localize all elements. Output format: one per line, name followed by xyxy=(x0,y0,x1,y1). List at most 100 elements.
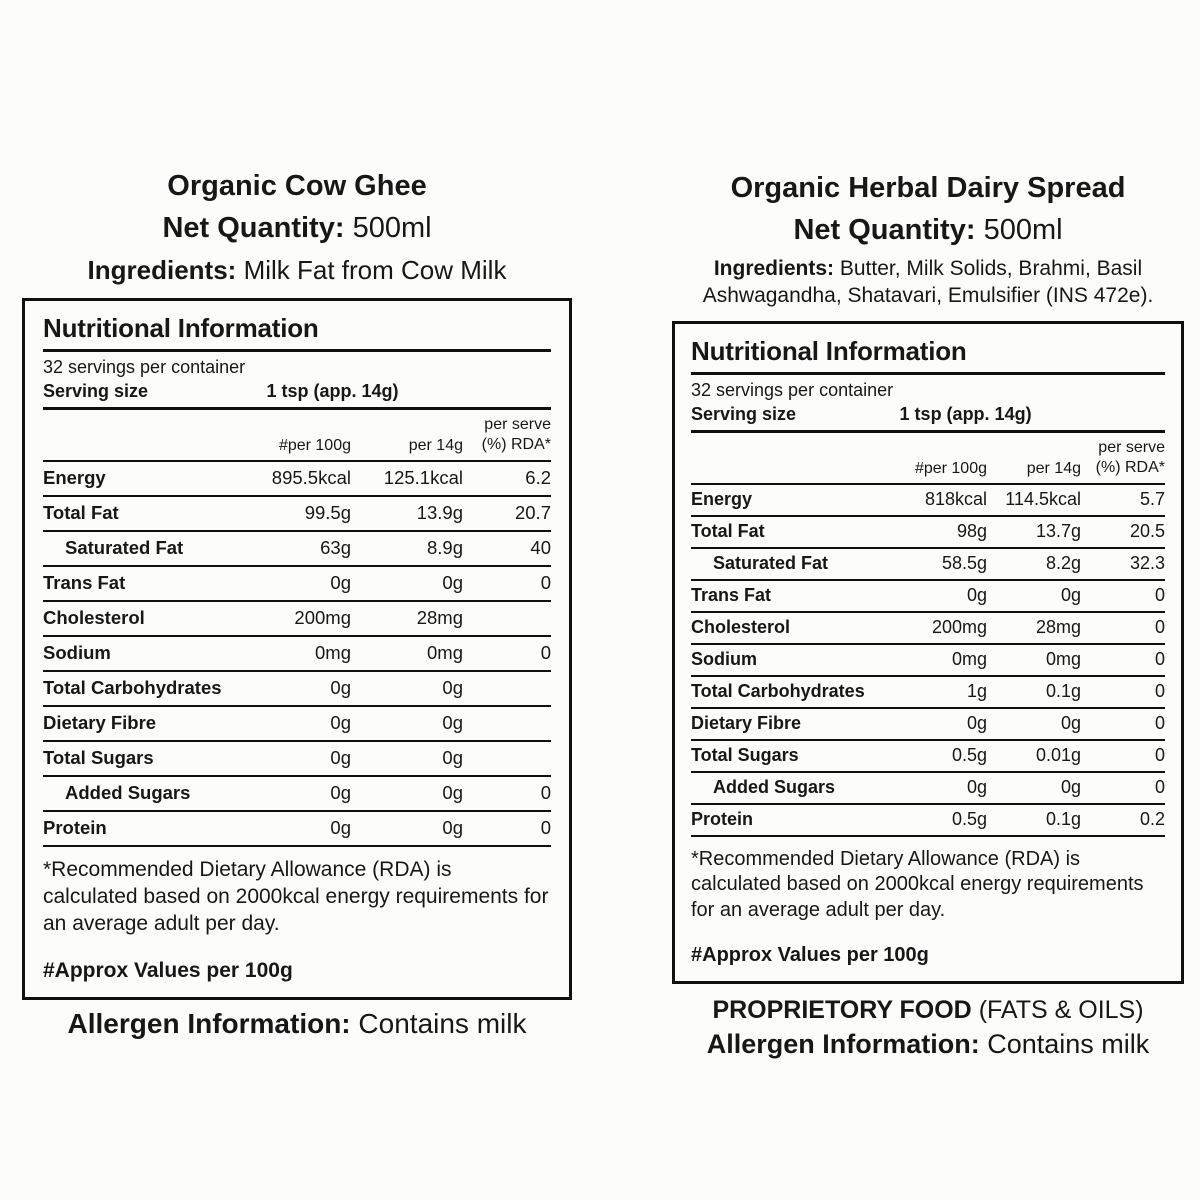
value-per-100g: 0g xyxy=(330,817,351,839)
value-per-100g: 200mg xyxy=(931,616,987,637)
nutrition-row: Total Carbohydrates 0g 0g xyxy=(43,672,551,708)
nutrient-name: Total Fat xyxy=(43,502,119,524)
nutrition-rows: Energy 818kcal 114.5kcal 5.7 Total Fat 98g 13.… xyxy=(691,485,1165,837)
net-quantity-label: Net Quantity: xyxy=(162,212,345,244)
value-per-14g: 0g xyxy=(442,782,463,804)
value-per-100g: 58.5g xyxy=(941,552,987,573)
value-per-serve-rda: 0 xyxy=(1154,680,1165,701)
nutrition-title: Nutritional Information xyxy=(691,336,1165,375)
nutrient-name: Sodium xyxy=(43,642,111,664)
column-header-row: #per 100g per 14g per serve (%) RDA* xyxy=(691,433,1165,485)
nutrition-row: Total Carbohydrates 1g 0.1g 0 xyxy=(691,677,1165,709)
nutrition-row: Sodium 0mg 0mg 0 xyxy=(43,637,551,673)
value-per-14g: 0g xyxy=(442,677,463,699)
nutrient-name: Cholesterol xyxy=(43,607,145,629)
value-per-serve-rda: 0 xyxy=(1154,616,1165,637)
nutrient-name: Protein xyxy=(691,808,754,829)
nutrient-name: Trans Fat xyxy=(691,584,772,605)
nutrition-row: Energy 818kcal 114.5kcal 5.7 xyxy=(691,485,1165,517)
proprietory-food-label: PROPRIETORY FOOD xyxy=(712,995,972,1024)
value-per-14g: 0.01g xyxy=(1035,744,1081,765)
value-per-14g: 125.1kcal xyxy=(383,467,463,489)
ingredients-value: Milk Fat from Cow Milk xyxy=(243,255,507,285)
net-quantity-line: Net Quantity: 500ml xyxy=(22,212,572,245)
ingredients-value-line1: Butter, Milk Solids, Brahmi, Basil xyxy=(839,257,1143,280)
value-per-serve-rda: 0 xyxy=(1154,744,1165,765)
value-per-14g: 8.9g xyxy=(426,537,463,559)
nutrition-row: Total Sugars 0.5g 0.01g 0 xyxy=(691,741,1165,773)
allergen-value: Contains milk xyxy=(987,1028,1150,1059)
nutrition-row: Added Sugars 0g 0g 0 xyxy=(43,777,551,813)
nutrition-facts-box: Nutritional Information 32 servings per … xyxy=(22,298,572,1000)
nutrient-name: Energy xyxy=(43,467,106,489)
nutrient-name: Saturated Fat xyxy=(713,552,829,573)
value-per-100g: 0g xyxy=(966,712,987,733)
allergen-value: Contains milk xyxy=(358,1007,527,1039)
value-per-100g: 0g xyxy=(966,776,987,797)
net-quantity-value: 500ml xyxy=(352,212,432,244)
net-quantity-label: Net Quantity: xyxy=(793,214,976,246)
value-per-serve-rda: 0 xyxy=(1154,776,1165,797)
ingredients-line: Ingredients: Butter, Milk Solids, Brahmi… xyxy=(672,256,1184,310)
column-header-per-100g: #per 100g xyxy=(914,459,987,477)
nutrient-name: Dietary Fibre xyxy=(691,712,802,733)
nutrition-facts-box: Nutritional Information 32 servings per … xyxy=(672,320,1184,984)
nutrient-name: Cholesterol xyxy=(691,616,791,637)
product-title: Organic Herbal Dairy Spread xyxy=(730,172,1126,204)
value-per-14g: 0g xyxy=(442,817,463,839)
value-per-100g: 200mg xyxy=(294,607,351,629)
nutrition-row: Added Sugars 0g 0g 0 xyxy=(691,773,1165,805)
ingredients-label: Ingredients: xyxy=(713,257,835,280)
rda-footnote: *Recommended Dietary Allowance (RDA) is … xyxy=(691,847,1144,921)
ingredients-line: Ingredients: Milk Fat from Cow Milk xyxy=(22,254,572,287)
value-per-serve-rda: 0 xyxy=(540,642,551,664)
value-per-serve-rda: 0 xyxy=(540,782,551,804)
nutrient-name: Added Sugars xyxy=(65,782,191,804)
value-per-serve-rda: 32.3 xyxy=(1129,552,1165,573)
left-product-panel: Organic Cow Ghee Net Quantity: 500ml Ing… xyxy=(22,170,572,1040)
value-per-14g: 0g xyxy=(442,712,463,734)
value-per-100g: 818kcal xyxy=(924,488,987,509)
nutrition-row: Sodium 0mg 0mg 0 xyxy=(691,645,1165,677)
nutrient-name: Total Carbohydrates xyxy=(43,677,222,699)
nutrition-row: Protein 0.5g 0.1g 0.2 xyxy=(691,805,1165,837)
value-per-14g: 0.1g xyxy=(1045,680,1081,701)
nutrient-name: Total Sugars xyxy=(691,744,799,765)
value-per-100g: 0.5g xyxy=(951,744,987,765)
value-per-14g: 28mg xyxy=(1035,616,1081,637)
ingredients-value-line2: Ashwagandha, Shatavari, Emulsifier (INS … xyxy=(702,283,1154,307)
approx-values-note: #Approx Values per 100g xyxy=(43,958,293,982)
value-per-100g: 0g xyxy=(966,584,987,605)
value-per-14g: 13.9g xyxy=(416,502,463,524)
value-per-100g: 0g xyxy=(330,747,351,769)
value-per-14g: 8.2g xyxy=(1045,552,1081,573)
value-per-serve-rda: 20.5 xyxy=(1129,520,1165,541)
right-product-panel: Organic Herbal Dairy Spread Net Quantity… xyxy=(672,172,1184,1060)
nutrition-title: Nutritional Information xyxy=(43,313,551,353)
value-per-100g: 63g xyxy=(320,537,351,559)
nutrient-name: Total Carbohydrates xyxy=(691,680,865,701)
serving-size-label: Serving size xyxy=(691,403,797,424)
nutrition-row: Energy 895.5kcal 125.1kcal 6.2 xyxy=(43,462,551,498)
value-per-100g: 0g xyxy=(330,782,351,804)
ingredients-label: Ingredients: xyxy=(87,255,237,285)
value-per-14g: 0g xyxy=(1060,776,1081,797)
nutrient-name: Protein xyxy=(43,817,107,839)
nutrition-row: Total Fat 98g 13.7g 20.5 xyxy=(691,517,1165,549)
value-per-14g: 114.5kcal xyxy=(1005,488,1081,509)
value-per-100g: 0mg xyxy=(315,642,351,664)
serving-size-label: Serving size xyxy=(43,381,149,402)
nutrition-row: Total Sugars 0g 0g xyxy=(43,742,551,778)
value-per-serve-rda: 0 xyxy=(540,572,551,594)
value-per-100g: 98g xyxy=(956,520,987,541)
value-per-14g: 0.1g xyxy=(1045,808,1081,829)
rda-footnote: *Recommended Dietary Allowance (RDA) is … xyxy=(43,858,549,936)
value-per-serve-rda: 0 xyxy=(1154,712,1165,733)
column-header-per-14g: per 14g xyxy=(408,437,463,455)
servings-line: 32 servings per container xyxy=(691,379,894,400)
value-per-serve-rda: 20.7 xyxy=(514,502,551,524)
value-per-serve-rda: 0 xyxy=(540,817,551,839)
value-per-14g: 0mg xyxy=(1045,648,1081,669)
nutrient-name: Dietary Fibre xyxy=(43,712,157,734)
nutrition-row: Total Fat 99.5g 13.9g 20.7 xyxy=(43,497,551,533)
